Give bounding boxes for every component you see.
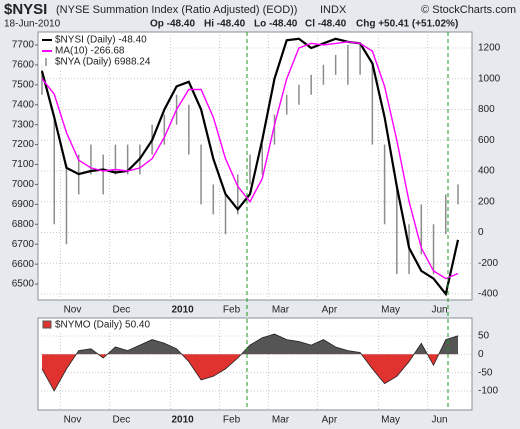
y-tick-label: 50: [478, 331, 490, 342]
y-tick-label: 7700: [12, 40, 35, 51]
legend-label: $NYMO (Daily) 50.40: [55, 320, 150, 331]
series-line: [40, 37, 460, 297]
y-tick-label: 6600: [12, 259, 35, 270]
main-panel: [37, 31, 473, 301]
quote-open: Op -48.40: [150, 19, 195, 30]
series-line: [41, 41, 459, 280]
x-tick-label: Dec: [113, 305, 131, 316]
quote-close: Cl -48.40: [305, 19, 347, 30]
area-outline: [41, 333, 459, 392]
y-tick-label: 7200: [12, 139, 35, 150]
area-positive: [76, 334, 458, 355]
y-tick-label: -100: [478, 386, 498, 397]
x-tick-label: Mar: [272, 415, 290, 426]
index-name: (NYSE Summation Index (Ratio Adjusted) (…: [56, 4, 297, 16]
y2-tick-label: -200: [478, 258, 498, 269]
x-tick-label: Mar: [272, 305, 290, 316]
y2-tick-label: 200: [478, 196, 495, 207]
x-tick-label: Apr: [322, 305, 338, 316]
x-tick-label: Jun: [431, 305, 447, 316]
x-tick-label: 2010: [171, 415, 194, 426]
legend-swatch: [42, 320, 52, 329]
y2-tick-label: 1200: [478, 43, 501, 54]
x-tick-label: Nov: [64, 415, 82, 426]
x-tick-label: Dec: [113, 415, 131, 426]
x-tick-label: Jun: [431, 415, 447, 426]
quote-change: Chg +50.41 (+51.02%): [356, 19, 458, 30]
x-tick-label: Feb: [223, 305, 241, 316]
legend-label: $NYSI (Daily) -48.40: [55, 35, 147, 46]
y-tick-label: 6500: [12, 279, 35, 290]
y2-tick-label: 0: [478, 227, 484, 238]
y2-tick-label: 800: [478, 104, 495, 115]
y2-tick-label: 400: [478, 166, 495, 177]
date: 18-Jun-2010: [4, 19, 61, 30]
x-tick-label: Nov: [64, 305, 82, 316]
x-tick-label: 2010: [171, 305, 194, 316]
x-tick-label: May: [381, 305, 400, 316]
legend-box: [40, 319, 152, 331]
y-tick-label: 0: [478, 349, 484, 360]
quote-low: Lo -48.40: [254, 19, 298, 30]
legend-box: [40, 34, 168, 70]
y-tick-label: 6800: [12, 219, 35, 230]
legend-label: MA(10) -266.68: [55, 46, 125, 57]
y-tick-label: 7400: [12, 99, 35, 110]
legend-label: $NYA (Daily) 6988.24: [55, 57, 151, 68]
copyright: © StockCharts.com: [421, 4, 516, 16]
quote-high: Hi -48.40: [204, 19, 246, 30]
symbol: $NYSI: [4, 1, 47, 18]
y-tick-label: 7600: [12, 60, 35, 71]
y-tick-label: -50: [478, 367, 493, 378]
y-tick-label: 7100: [12, 159, 35, 170]
y2-tick-label: -400: [478, 289, 498, 300]
x-tick-label: Apr: [322, 415, 338, 426]
exchange: INDX: [320, 4, 347, 16]
y-tick-label: 6700: [12, 239, 35, 250]
y-tick-label: 7000: [12, 179, 35, 190]
y-tick-label: 7500: [12, 79, 35, 90]
y2-tick-label: 600: [478, 135, 495, 146]
x-tick-label: Feb: [223, 415, 241, 426]
y2-tick-label: 1000: [478, 73, 501, 84]
y-tick-label: 7300: [12, 119, 35, 130]
y-tick-label: 6900: [12, 199, 35, 210]
x-tick-label: May: [381, 415, 400, 426]
